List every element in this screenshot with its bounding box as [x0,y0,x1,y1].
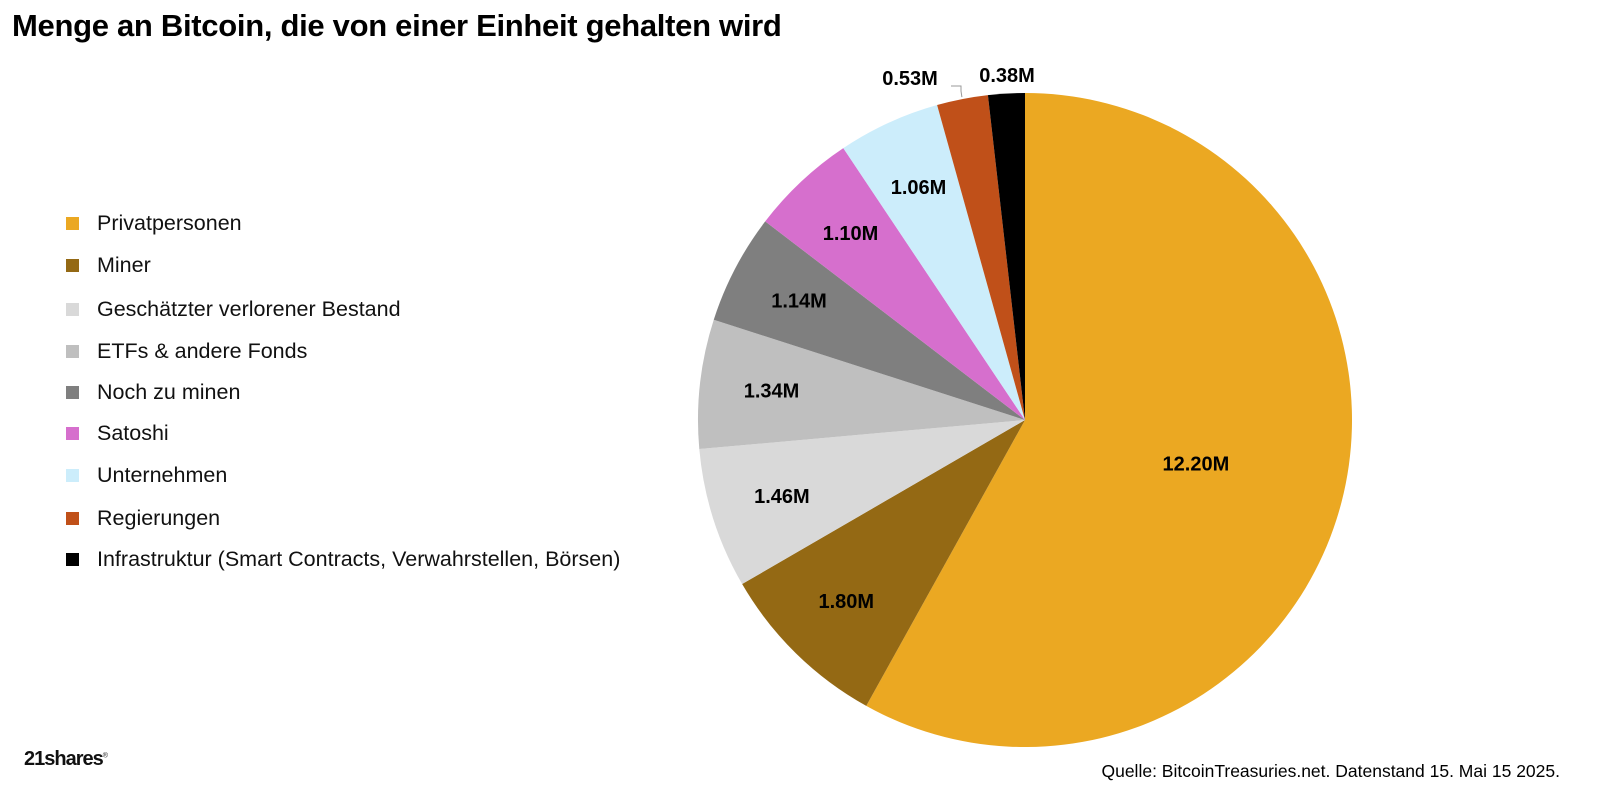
legend-label: Unternehmen [97,462,228,487]
slice-label: 1.06M [891,177,947,199]
pie-slice [697,319,1025,450]
legend-item: Geschätzter verlorener Bestand [66,295,401,323]
brand-logo-text: 21shares [24,748,104,770]
chart-legend: Privatpersonen Miner Geschätzter verlorene… [66,0,686,600]
legend-item: Privatpersonen [66,209,242,237]
brand-logo: 21shares® [24,748,108,771]
legend-label: Satoshi [97,420,169,445]
legend-label: Regierungen [97,505,221,530]
legend-item: Miner [66,251,151,279]
leader-line [951,85,963,98]
slice-label: 12.20M [1163,453,1230,475]
legend-label: Privatpersonen [97,210,242,235]
legend-swatch [66,426,79,440]
slice-label: 1.46M [754,486,810,508]
legend-item: Regierungen [66,504,220,532]
slice-label: 1.34M [744,381,800,403]
legend-swatch [66,511,79,525]
slice-label: 0.53M [882,68,938,90]
legend-swatch [66,216,79,230]
chart-title: Menge an Bitcoin, die von einer Einheit … [12,8,782,43]
legend-swatch [66,258,79,272]
legend-item: Noch zu minen [66,378,240,406]
pie-slice [866,93,1353,747]
legend-label: Noch zu minen [97,379,241,404]
slice-label: 0.38M [979,65,1035,87]
pie-slice [742,420,1025,706]
slice-label: 1.10M [823,223,879,245]
pie-slice [987,93,1025,420]
legend-label: ETFs & andere Fonds [97,338,308,363]
pie-slice [713,221,1025,420]
legend-swatch [66,344,79,358]
legend-label: Miner [97,252,151,277]
pie-slice [765,148,1025,420]
legend-item: Satoshi [66,419,169,447]
brand-logo-mark: ® [102,752,108,760]
legend-swatch [66,468,79,482]
legend-swatch [66,302,79,316]
legend-item: Infrastruktur (Smart Contracts, Verwahrs… [66,545,620,573]
slice-label: 1.80M [819,591,875,613]
pie-slice [699,420,1025,585]
legend-label: Infrastruktur (Smart Contracts, Verwahrs… [97,546,621,571]
legend-item: ETFs & andere Fonds [66,337,307,365]
pie-slice [843,105,1025,420]
source-note: Quelle: BitcoinTreasuries.net. Datenstan… [1101,761,1560,781]
legend-swatch [66,552,79,566]
pie-slice [937,95,1025,421]
legend-label: Geschätzter verlorener Bestand [97,296,401,321]
slice-label: 1.14M [771,291,827,313]
legend-item: Unternehmen [66,461,227,489]
legend-swatch [66,385,79,399]
